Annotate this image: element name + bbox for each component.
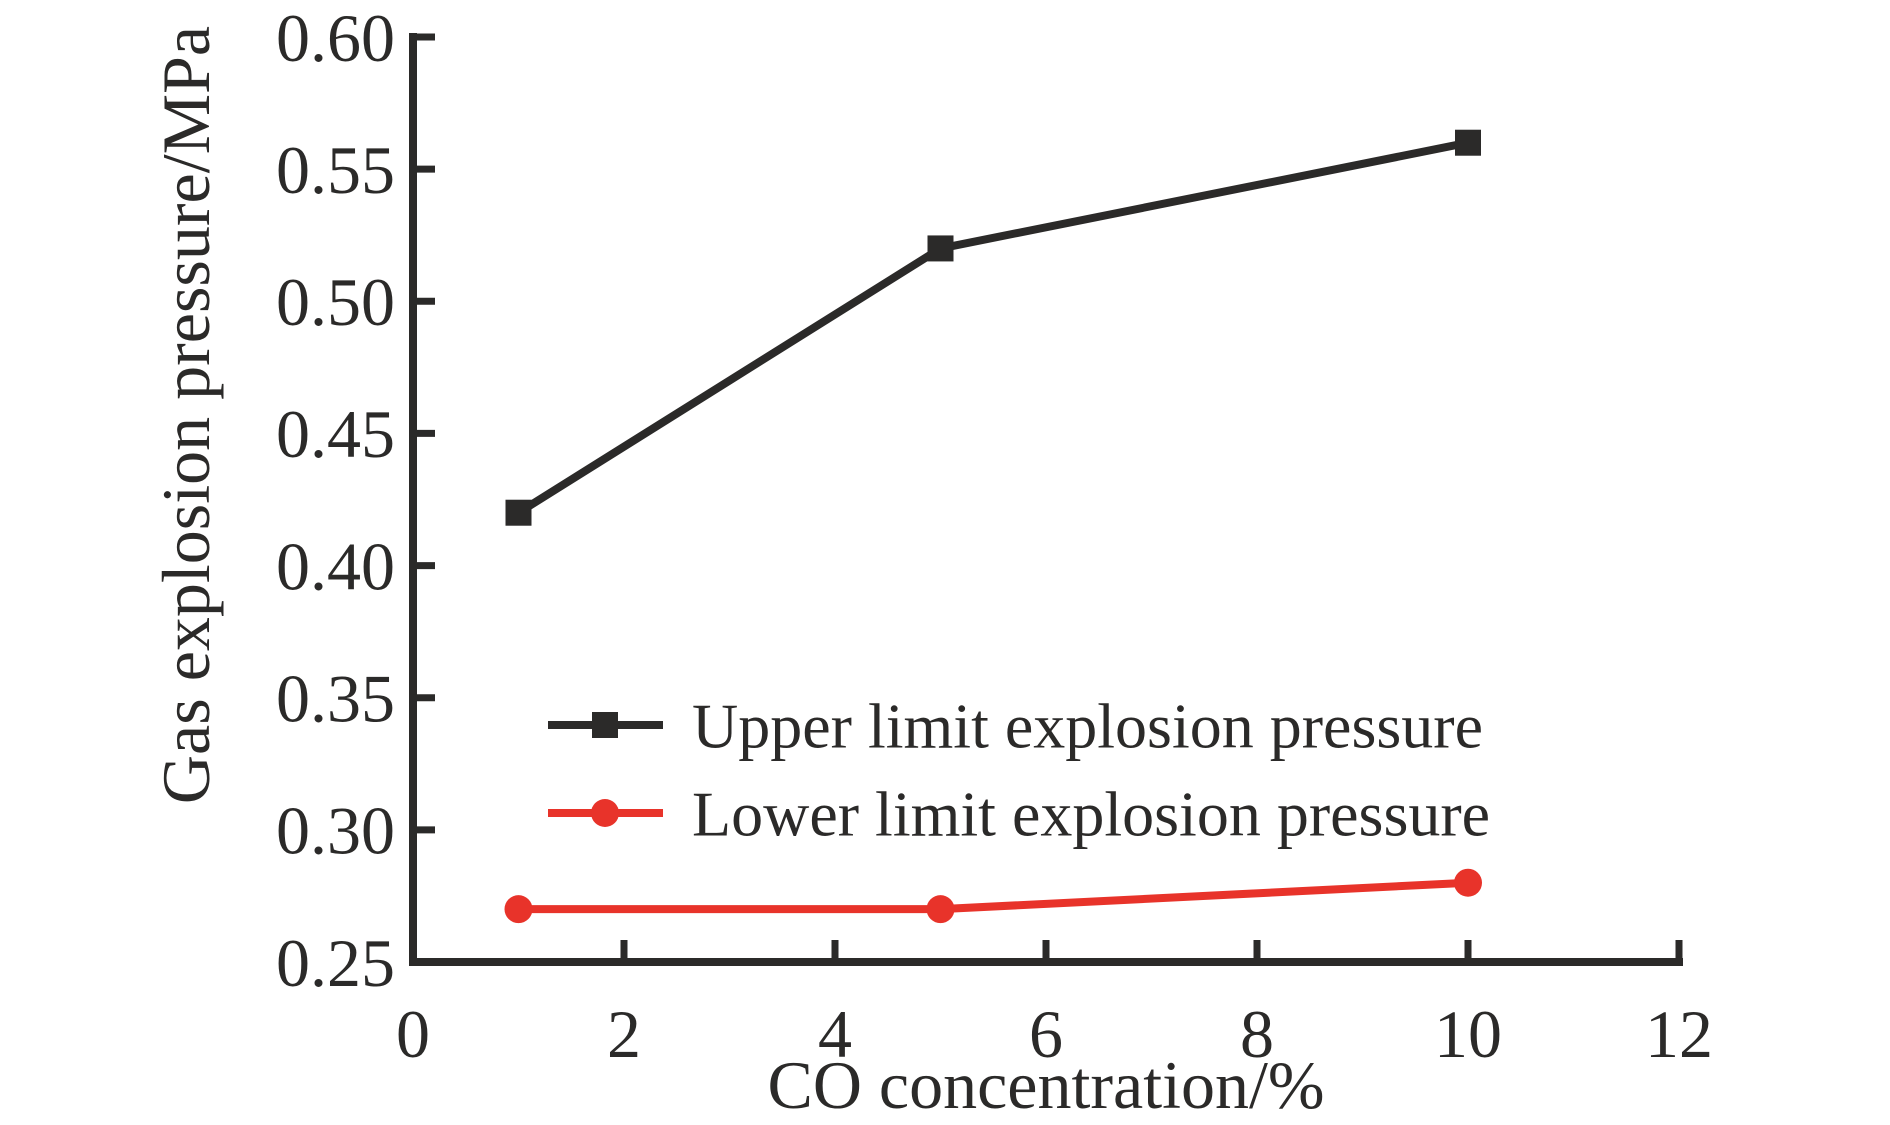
x-tick-label: 10 <box>1434 996 1502 1072</box>
y-tick-label: 0.50 <box>276 264 395 340</box>
data-point-marker-0 <box>1455 129 1481 156</box>
legend-item-0: Upper limit explosion pressure <box>548 690 1483 761</box>
y-tick-label: 0.60 <box>276 0 395 76</box>
y-tick-label: 0.45 <box>276 396 395 472</box>
legend: Upper limit explosion pressure Lower limi… <box>548 690 1490 849</box>
y-tick-label: 0.40 <box>276 528 395 604</box>
data-point-marker-1 <box>504 895 533 924</box>
x-tick-label: 8 <box>1240 996 1274 1072</box>
y-tick-label: 0.35 <box>276 661 395 737</box>
data-point-marker-0 <box>927 235 954 262</box>
x-axis-title: CO concentration/% <box>767 1047 1324 1123</box>
data-point-marker-1 <box>926 895 955 924</box>
data-point-marker-0 <box>505 499 532 526</box>
legend-marker-circle-icon <box>591 799 619 827</box>
x-tick-label: 2 <box>607 996 641 1072</box>
series-line-1 <box>518 878 1469 914</box>
y-axis-title: Gas explosion pressure/MPa <box>148 26 224 804</box>
legend-label: Lower limit explosion pressure <box>692 778 1490 849</box>
legend-label: Upper limit explosion pressure <box>692 690 1483 761</box>
x-tick-label: 6 <box>1029 996 1063 1072</box>
y-tick-label: 0.55 <box>276 132 395 208</box>
y-tick-label: 0.30 <box>276 793 395 869</box>
tick-labels: 0 2 4 6 8 10 12 0.25 0.30 0.35 0.40 0.45 0.50 0.55 0.6… <box>276 0 1713 1072</box>
x-tick-label: 0 <box>396 996 430 1072</box>
axes <box>409 33 1683 966</box>
series-line-0 <box>516 138 1469 517</box>
x-tick-label: 12 <box>1645 996 1713 1072</box>
x-tick-label: 4 <box>818 996 852 1072</box>
legend-item-1: Lower limit explosion pressure <box>548 778 1490 849</box>
legend-marker-square-icon <box>592 712 618 738</box>
data-point-marker-1 <box>1454 868 1482 897</box>
y-tick-label: 0.25 <box>276 925 395 1001</box>
data-series <box>504 129 1482 924</box>
